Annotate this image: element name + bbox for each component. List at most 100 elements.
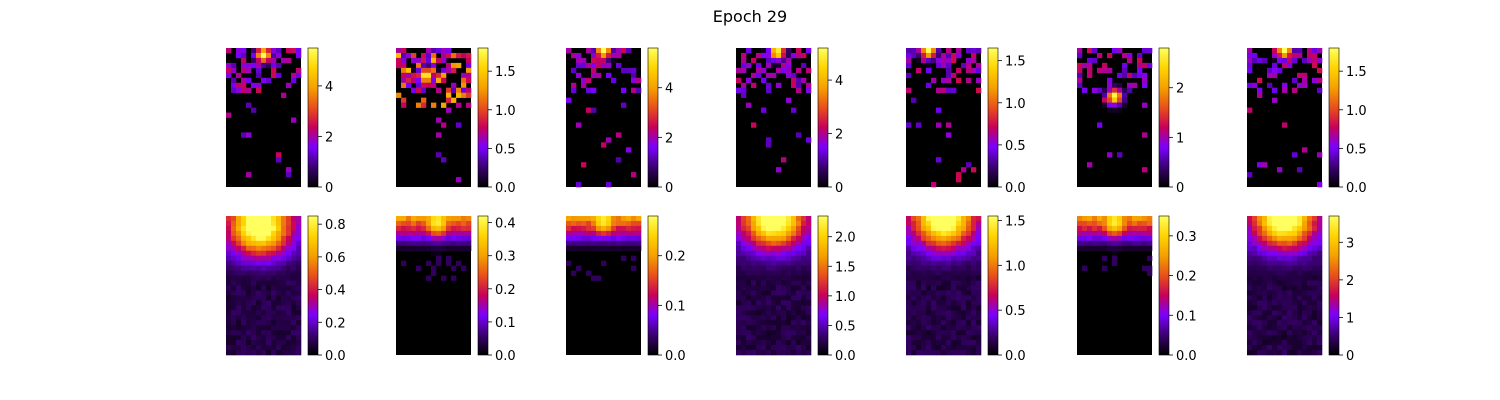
heatmap-cell xyxy=(596,48,602,54)
heatmap-cell xyxy=(791,270,797,276)
heatmap-cell xyxy=(1247,52,1253,59)
heatmap-cell xyxy=(911,320,917,326)
heatmap-cell xyxy=(231,330,237,336)
heatmap-cell xyxy=(926,280,932,286)
heatmap-cell xyxy=(1277,320,1283,326)
heatmap-cell xyxy=(401,57,407,64)
heatmap-cell xyxy=(271,315,277,321)
colorbar-tick-label: 0.6 xyxy=(325,251,346,266)
heatmap-cell xyxy=(266,225,272,232)
heatmap-cell xyxy=(451,245,457,252)
heatmap-cell xyxy=(1077,62,1083,69)
heatmap-cell xyxy=(241,345,247,351)
heatmap-cell xyxy=(291,48,297,54)
heatmap-cell xyxy=(1107,245,1113,252)
heatmap-cell xyxy=(746,305,752,311)
heatmap-cell xyxy=(771,290,777,296)
heatmap-cell xyxy=(291,345,297,351)
heatmap-cell xyxy=(1122,72,1128,79)
heatmap-cell xyxy=(1297,250,1303,257)
heatmap-cell xyxy=(236,305,242,311)
heatmap-cell xyxy=(421,225,427,232)
heatmap-cell xyxy=(1302,235,1308,242)
heatmap-cell xyxy=(231,305,237,311)
heatmap-cell xyxy=(956,305,962,311)
heatmap-cell xyxy=(761,230,767,237)
heatmap-cell xyxy=(1257,275,1263,281)
heatmap-cell xyxy=(951,310,957,316)
colorbar-tick-label: 0 xyxy=(325,181,333,196)
heatmap-panel-r1-c3: 024 xyxy=(566,47,673,196)
heatmap-cell xyxy=(926,310,932,316)
heatmap-cell xyxy=(906,240,912,247)
heatmap-cell xyxy=(911,270,917,276)
heatmap-cell xyxy=(741,57,747,64)
heatmap-cell xyxy=(771,340,777,346)
heatmap-cell xyxy=(576,220,582,227)
heatmap-cell xyxy=(1112,250,1118,257)
heatmap-cell xyxy=(736,295,742,301)
heatmap-cell xyxy=(736,255,742,261)
heatmap-cell xyxy=(761,310,767,316)
heatmap-cell xyxy=(956,172,962,178)
heatmap-cell xyxy=(1312,310,1318,316)
heatmap-cell xyxy=(1247,62,1253,69)
heatmap-cell xyxy=(396,235,402,242)
heatmap-cell xyxy=(406,230,412,237)
heatmap-cell xyxy=(951,87,957,93)
heatmap-cell xyxy=(1292,315,1298,321)
heatmap-cell xyxy=(911,300,917,306)
heatmap-cell xyxy=(806,230,812,237)
heatmap-cell xyxy=(231,270,237,276)
heatmap-cell xyxy=(1277,235,1283,242)
heatmap-cell xyxy=(441,220,447,227)
heatmap-cell xyxy=(1277,52,1283,59)
heatmap-cell xyxy=(1292,52,1298,59)
heatmap-cell xyxy=(951,245,957,252)
heatmap-cell xyxy=(401,240,407,247)
heatmap-cell xyxy=(931,52,937,59)
heatmap-cell xyxy=(966,162,972,168)
heatmap-cell xyxy=(241,310,247,316)
colorbar-tick-label: 0 xyxy=(835,181,843,196)
heatmap-cell xyxy=(1312,270,1318,276)
heatmap-cell xyxy=(946,320,952,326)
heatmap-cell xyxy=(806,240,812,247)
heatmap-cell xyxy=(971,340,977,346)
heatmap-cell xyxy=(736,280,742,286)
heatmap-cell xyxy=(921,220,927,227)
heatmap-cell xyxy=(936,57,942,64)
heatmap-cell xyxy=(916,330,922,336)
heatmap-cell xyxy=(956,270,962,276)
heatmap-cell xyxy=(936,295,942,301)
heatmap-cell xyxy=(226,235,232,242)
heatmap-cell xyxy=(786,225,792,232)
heatmap-cell xyxy=(431,245,437,252)
heatmap-cell xyxy=(246,216,252,222)
heatmap-cell xyxy=(946,225,952,232)
heatmap-cell xyxy=(416,62,422,69)
heatmap-cell xyxy=(751,270,757,276)
heatmap-cell xyxy=(776,216,782,222)
heatmap-cell xyxy=(1272,345,1278,351)
heatmap-cell xyxy=(796,325,802,331)
heatmap-cell xyxy=(606,235,612,242)
heatmap-cell xyxy=(591,87,597,93)
heatmap-cell xyxy=(626,230,632,237)
heatmap-cell xyxy=(431,225,437,232)
heatmap-cell xyxy=(971,240,977,247)
heatmap-cell xyxy=(966,270,972,276)
heatmap-cell xyxy=(1122,235,1128,242)
heatmap-cell xyxy=(766,340,772,346)
heatmap-cell xyxy=(1272,330,1278,336)
heatmap-cell xyxy=(1257,92,1263,98)
heatmap-cell xyxy=(1292,305,1298,311)
heatmap-cell xyxy=(771,265,777,271)
heatmap-cell xyxy=(931,325,937,331)
heatmap-cell xyxy=(291,77,297,84)
heatmap-cell xyxy=(746,340,752,346)
colorbar xyxy=(307,47,319,188)
heatmap-cell xyxy=(971,67,977,74)
heatmap-cell xyxy=(796,290,802,296)
heatmap-cell xyxy=(791,290,797,296)
